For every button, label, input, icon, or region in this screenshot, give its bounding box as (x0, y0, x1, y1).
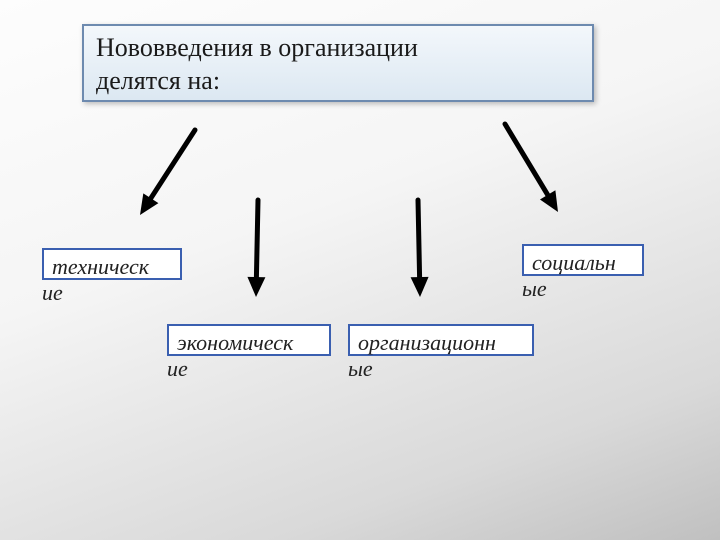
title-box: Нововведения в организации делятся на: (82, 24, 594, 102)
category-economic-label: экономическ (177, 330, 293, 355)
category-social: социальн (522, 244, 644, 276)
category-economic: экономическ (167, 324, 331, 356)
category-technical-extra: ие (42, 280, 63, 306)
category-social-label: социальн (532, 250, 616, 275)
category-economic-extra: ие (167, 356, 188, 382)
category-social-extra: ые (522, 276, 547, 302)
category-technical: техническ (42, 248, 182, 280)
category-technical-label: техническ (52, 254, 149, 279)
category-organizational-extra: ые (348, 356, 373, 382)
title-line2: делятся на: (96, 66, 220, 95)
category-organizational: организационн (348, 324, 534, 356)
category-organizational-label: организационн (358, 330, 496, 355)
title-line1: Нововведения в организации (96, 33, 418, 62)
